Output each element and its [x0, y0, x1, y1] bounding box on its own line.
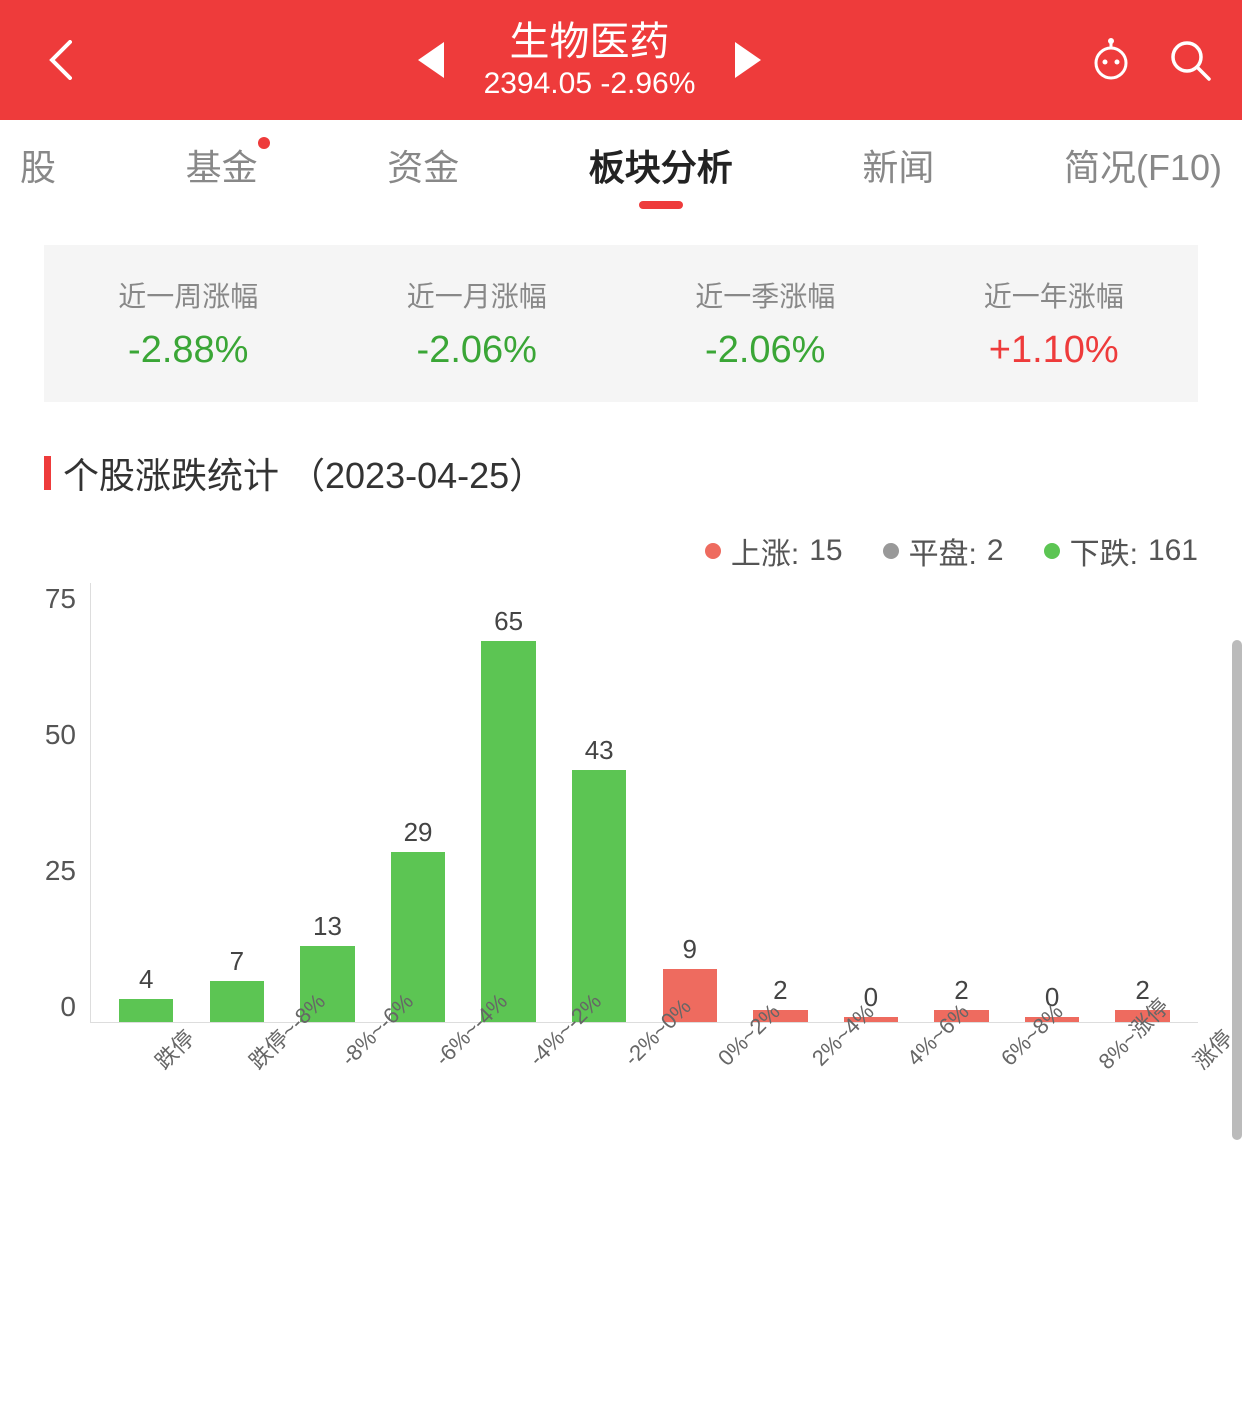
y-tick: 50 [45, 719, 76, 751]
sector-name: 生物医药 [484, 18, 696, 66]
bar-group: 0 [1007, 583, 1098, 1022]
tab-bar: 股 基金 资金 板块分析 新闻 简况(F10) [0, 120, 1242, 210]
stat-value: +1.10% [910, 329, 1199, 372]
robot-icon[interactable] [1089, 38, 1133, 82]
x-label: -6%~-4% [383, 1037, 477, 1147]
stat-value: -2.06% [621, 329, 910, 372]
tab-新闻[interactable]: 新闻 [842, 139, 954, 191]
bar-group: 2 [735, 583, 826, 1022]
legend-down-value: 161 [1148, 534, 1198, 568]
chart-legend: 上涨: 15 平盘: 2 下跌: 161 [44, 529, 1198, 573]
sector-price-change: 2394.05 -2.96% [484, 66, 696, 102]
legend-dot-down-icon [1044, 543, 1060, 559]
stat-label: 近一年涨幅 [910, 275, 1199, 315]
bar-value-label: 2 [773, 975, 787, 1006]
bar-group: 7 [192, 583, 283, 1022]
tab-资金[interactable]: 资金 [367, 139, 479, 191]
bar-value-label: 43 [585, 735, 614, 766]
section-title: 个股涨跌统计 （2023-04-25） [44, 447, 1198, 499]
bar [481, 641, 535, 1022]
x-label: 4%~6% [855, 1037, 949, 1147]
prev-arrow-icon[interactable] [418, 42, 444, 78]
y-tick: 0 [60, 991, 76, 1023]
change-text: -2.96% [600, 67, 695, 100]
bar-group: 65 [463, 583, 554, 1022]
scrollbar[interactable] [1232, 640, 1242, 1140]
tab-基金[interactable]: 基金 [166, 139, 278, 191]
x-label: 2%~4% [760, 1037, 854, 1147]
x-axis: 跌停跌停~-8%-8%~-6%-6%~-4%-4%~-2%-2%~0%0%~2%… [90, 1023, 1242, 1147]
stat-label: 近一季涨幅 [621, 275, 910, 315]
legend-flat: 平盘: 2 [883, 529, 1004, 573]
x-label: 涨停 [1138, 1037, 1232, 1147]
header-actions [1089, 38, 1212, 82]
period-stats-panel: 近一周涨幅-2.88%近一月涨幅-2.06%近一季涨幅-2.06%近一年涨幅+1… [44, 245, 1198, 402]
search-icon[interactable] [1168, 38, 1212, 82]
bar-group: 2 [1097, 583, 1188, 1022]
bar-value-label: 29 [404, 817, 433, 848]
section-title-text: 个股涨跌统计 （2023-04-25） [63, 447, 545, 499]
bar-group: 29 [373, 583, 464, 1022]
stat-label: 近一月涨幅 [333, 275, 622, 315]
y-tick: 75 [45, 583, 76, 615]
legend-up: 上涨: 15 [705, 529, 843, 573]
bar-value-label: 65 [494, 606, 523, 637]
y-tick: 25 [45, 855, 76, 887]
app-header: 生物医药 2394.05 -2.96% [0, 0, 1242, 120]
x-label: -4%~-2% [477, 1037, 571, 1147]
title-block: 生物医药 2394.05 -2.96% [484, 18, 696, 102]
bar-value-label: 13 [313, 911, 342, 942]
legend-down-label: 下跌: [1070, 529, 1138, 573]
tab-板块分析[interactable]: 板块分析 [569, 139, 753, 191]
stat-value: -2.88% [44, 329, 333, 372]
legend-dot-up-icon [705, 543, 721, 559]
bar-value-label: 4 [139, 964, 153, 995]
stat-item: 近一月涨幅 -2.06% [333, 275, 622, 372]
stat-label: 近一周涨幅 [44, 275, 333, 315]
y-axis: 75 50 25 0 [20, 583, 90, 1023]
plot-area: 4713296543920202 [90, 583, 1198, 1023]
stat-item: 近一年涨幅 +1.10% [910, 275, 1199, 372]
bar [572, 770, 626, 1022]
bar-value-label: 9 [683, 934, 697, 965]
legend-flat-label: 平盘: [909, 529, 977, 573]
bar [210, 981, 264, 1022]
tab-股[interactable]: 股 [0, 139, 76, 191]
stat-value: -2.06% [333, 329, 622, 372]
legend-dot-flat-icon [883, 543, 899, 559]
price-text: 2394.05 [484, 67, 592, 100]
tab-简况(F10)[interactable]: 简况(F10) [1044, 139, 1242, 191]
bar [119, 999, 173, 1022]
tab-dot-icon [258, 137, 270, 149]
x-label: 0%~2% [666, 1037, 760, 1147]
bar-group: 43 [554, 583, 645, 1022]
x-label: -2%~0% [572, 1037, 666, 1147]
legend-down: 下跌: 161 [1044, 529, 1198, 573]
stat-item: 近一季涨幅 -2.06% [621, 275, 910, 372]
bar-group: 0 [826, 583, 917, 1022]
x-label: 8%~涨停 [1043, 1037, 1137, 1147]
legend-up-label: 上涨: [731, 529, 799, 573]
x-label: -8%~-6% [289, 1037, 383, 1147]
bar-group: 9 [644, 583, 735, 1022]
back-icon[interactable] [30, 40, 90, 80]
bar-value-label: 7 [230, 946, 244, 977]
header-center: 生物医药 2394.05 -2.96% [90, 18, 1089, 102]
bar-group: 2 [916, 583, 1007, 1022]
legend-up-value: 15 [809, 534, 842, 568]
bar-group: 4 [101, 583, 192, 1022]
x-label: 跌停~-8% [194, 1037, 288, 1147]
bar-group: 13 [282, 583, 373, 1022]
stat-item: 近一周涨幅 -2.88% [44, 275, 333, 372]
x-label: 跌停 [100, 1037, 194, 1147]
next-arrow-icon[interactable] [735, 42, 761, 78]
x-label: 6%~8% [949, 1037, 1043, 1147]
chart-container: 7550250 4713296543920202 [20, 583, 1198, 1023]
legend-flat-value: 2 [987, 534, 1004, 568]
